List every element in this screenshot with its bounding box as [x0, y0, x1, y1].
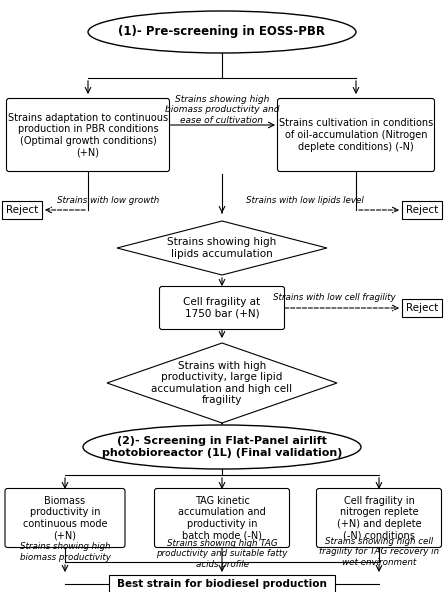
Text: Strains cultivation in conditions
of oil-accumulation (Nitrogen
deplete conditio: Strains cultivation in conditions of oil…: [279, 118, 433, 152]
FancyBboxPatch shape: [316, 488, 441, 548]
FancyBboxPatch shape: [154, 488, 290, 548]
Text: Best strain for biodiesel production: Best strain for biodiesel production: [117, 579, 327, 589]
Text: Biomass
productivity in
continuous mode
(+N): Biomass productivity in continuous mode …: [23, 496, 107, 540]
FancyBboxPatch shape: [159, 287, 284, 330]
Text: TAG kinetic
accumulation and
productivity in
batch mode (-N): TAG kinetic accumulation and productivit…: [178, 496, 266, 540]
Text: Strains showing high
biomass productivity: Strains showing high biomass productivit…: [20, 542, 110, 562]
FancyBboxPatch shape: [5, 488, 125, 548]
FancyBboxPatch shape: [7, 98, 170, 172]
Text: Strains adaptation to continuous
production in PBR conditions
(Optimal growth co: Strains adaptation to continuous product…: [8, 112, 168, 157]
Text: Strains showing high cell
fragility for TAG recovery in
wet environment: Strains showing high cell fragility for …: [319, 537, 439, 567]
Bar: [109, 575, 335, 592]
Text: Strains showing high
lipids accumulation: Strains showing high lipids accumulation: [167, 237, 277, 259]
Text: Reject: Reject: [406, 303, 438, 313]
Text: Reject: Reject: [406, 205, 438, 215]
Text: (1)- Pre-screening in EOSS-PBR: (1)- Pre-screening in EOSS-PBR: [118, 25, 325, 38]
Polygon shape: [107, 343, 337, 423]
Text: Cell fragility at
1750 bar (+N): Cell fragility at 1750 bar (+N): [183, 297, 261, 319]
Text: Reject: Reject: [6, 205, 38, 215]
Text: Strains showing high TAG
productivity and suitable fatty
acids profile: Strains showing high TAG productivity an…: [156, 539, 287, 569]
Text: (2)- Screening in Flat-Panel airlift
photobioreactor (1L) (Final validation): (2)- Screening in Flat-Panel airlift pho…: [102, 436, 342, 458]
Text: Strains with low cell fragility: Strains with low cell fragility: [273, 293, 395, 302]
Bar: [402, 201, 442, 219]
FancyBboxPatch shape: [278, 98, 434, 172]
Text: Cell fragility in
nitrogen replete
(+N) and deplete
(-N) conditions: Cell fragility in nitrogen replete (+N) …: [337, 496, 421, 540]
Polygon shape: [117, 221, 327, 275]
Bar: [402, 299, 442, 317]
Text: Strains showing high
biomass productivity and
ease of cultivation: Strains showing high biomass productivit…: [165, 95, 279, 125]
Text: Strains with low growth: Strains with low growth: [57, 196, 159, 205]
Bar: [2, 201, 42, 219]
Text: Strains with high
productivity, large lipid
accumulation and high cell
fragility: Strains with high productivity, large li…: [151, 361, 292, 406]
Text: Strains with low lipids level: Strains with low lipids level: [246, 196, 364, 205]
